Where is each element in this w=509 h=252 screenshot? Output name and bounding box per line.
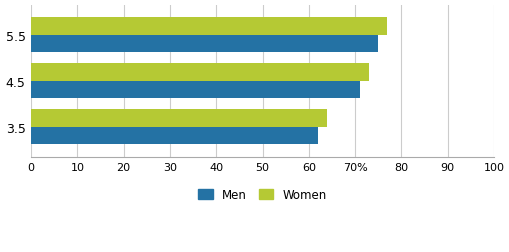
Bar: [31, 81, 359, 99]
Bar: [31, 64, 368, 81]
Bar: [31, 110, 327, 128]
Legend: Men, Women: Men, Women: [193, 184, 331, 206]
Bar: [31, 18, 387, 36]
Bar: [31, 128, 318, 145]
Bar: [31, 36, 378, 53]
